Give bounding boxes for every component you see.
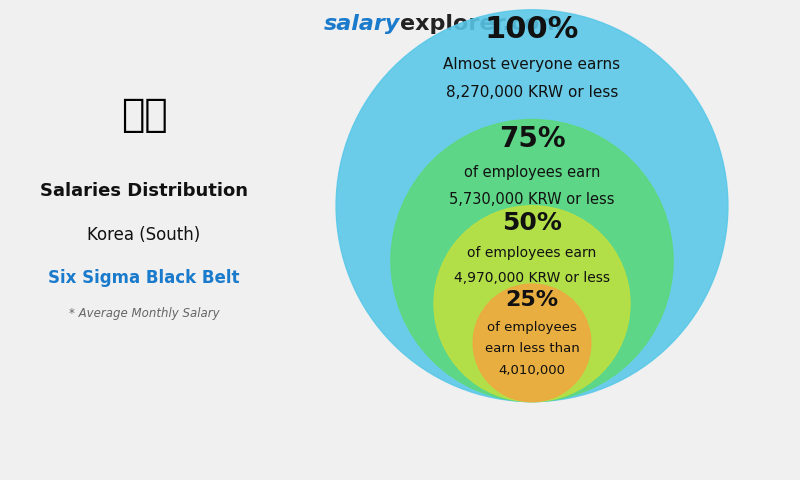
- Text: 100%: 100%: [485, 15, 579, 44]
- Text: 4,970,000 KRW or less: 4,970,000 KRW or less: [454, 271, 610, 285]
- Text: Salaries Distribution: Salaries Distribution: [40, 182, 248, 201]
- Text: 5,730,000 KRW or less: 5,730,000 KRW or less: [450, 192, 614, 207]
- Text: explorer.com: explorer.com: [400, 14, 562, 35]
- Text: earn less than: earn less than: [485, 342, 579, 355]
- Text: of employees earn: of employees earn: [467, 246, 597, 260]
- Circle shape: [336, 10, 728, 402]
- Circle shape: [474, 284, 590, 402]
- Text: 🇰🇷: 🇰🇷: [121, 96, 167, 134]
- Text: 75%: 75%: [498, 125, 566, 153]
- Circle shape: [434, 206, 630, 402]
- Text: 4,010,000: 4,010,000: [498, 364, 566, 377]
- Text: 25%: 25%: [506, 290, 558, 310]
- Text: of employees: of employees: [487, 321, 577, 334]
- Text: Korea (South): Korea (South): [87, 226, 201, 244]
- Text: 8,270,000 KRW or less: 8,270,000 KRW or less: [446, 84, 618, 99]
- Text: * Average Monthly Salary: * Average Monthly Salary: [69, 307, 219, 320]
- Text: salary: salary: [324, 14, 400, 35]
- Text: 50%: 50%: [502, 211, 562, 235]
- Text: Six Sigma Black Belt: Six Sigma Black Belt: [48, 269, 240, 287]
- Circle shape: [391, 120, 673, 402]
- Text: of employees earn: of employees earn: [464, 165, 600, 180]
- Text: Almost everyone earns: Almost everyone earns: [443, 57, 621, 72]
